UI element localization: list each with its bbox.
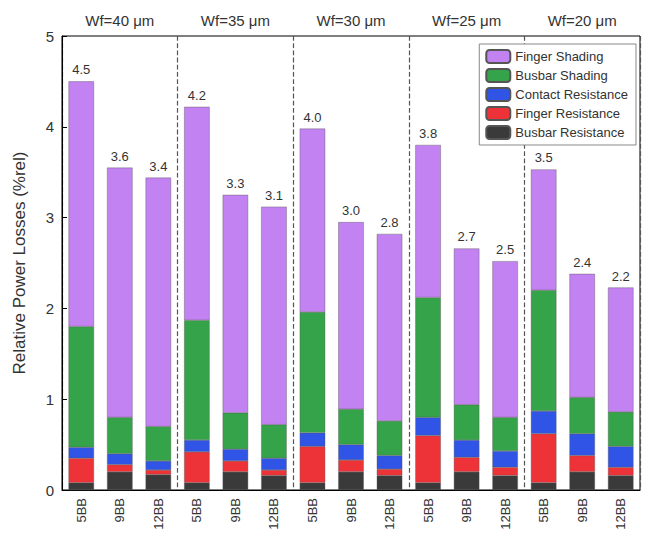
svg-text:3.1: 3.1	[265, 188, 283, 203]
svg-text:Wf=25 μm: Wf=25 μm	[432, 12, 501, 29]
svg-text:3.8: 3.8	[419, 126, 437, 141]
svg-text:5BB: 5BB	[189, 498, 204, 523]
svg-text:5BB: 5BB	[305, 498, 320, 523]
svg-text:Wf=30 μm: Wf=30 μm	[316, 12, 385, 29]
svg-text:4.2: 4.2	[188, 88, 206, 103]
svg-text:Busbar Resistance: Busbar Resistance	[515, 125, 624, 140]
svg-text:1: 1	[46, 391, 54, 408]
svg-text:Busbar Shading: Busbar Shading	[515, 68, 608, 83]
svg-text:5BB: 5BB	[421, 498, 436, 523]
svg-text:12BB: 12BB	[613, 498, 628, 530]
svg-text:5: 5	[46, 28, 54, 45]
svg-text:9BB: 9BB	[459, 498, 474, 523]
svg-text:4.0: 4.0	[303, 110, 321, 125]
svg-text:9BB: 9BB	[112, 498, 127, 523]
svg-text:5BB: 5BB	[536, 498, 551, 523]
svg-text:3.0: 3.0	[342, 203, 360, 218]
svg-text:2.5: 2.5	[496, 242, 514, 257]
svg-text:3.3: 3.3	[226, 176, 244, 191]
svg-text:Contact Resistance: Contact Resistance	[515, 87, 628, 102]
svg-text:2.8: 2.8	[380, 215, 398, 230]
svg-text:9BB: 9BB	[575, 498, 590, 523]
svg-text:Wf=20 μm: Wf=20 μm	[548, 12, 617, 29]
svg-text:4.5: 4.5	[72, 62, 90, 77]
svg-text:Finger Resistance: Finger Resistance	[515, 106, 620, 121]
svg-text:12BB: 12BB	[266, 498, 281, 530]
svg-text:12BB: 12BB	[498, 498, 513, 530]
svg-text:3.6: 3.6	[111, 149, 129, 164]
svg-text:2.2: 2.2	[612, 269, 630, 284]
svg-text:12BB: 12BB	[382, 498, 397, 530]
svg-text:3.4: 3.4	[149, 159, 167, 174]
svg-text:9BB: 9BB	[344, 498, 359, 523]
svg-text:9BB: 9BB	[228, 498, 243, 523]
svg-text:Wf=40 μm: Wf=40 μm	[85, 12, 154, 29]
svg-text:0: 0	[46, 482, 54, 499]
svg-text:5BB: 5BB	[74, 498, 89, 523]
svg-text:2.7: 2.7	[458, 229, 476, 244]
svg-text:Wf=35 μm: Wf=35 μm	[201, 12, 270, 29]
svg-text:3.5: 3.5	[535, 150, 553, 165]
svg-text:2: 2	[46, 300, 54, 317]
svg-text:12BB: 12BB	[151, 498, 166, 530]
svg-text:4: 4	[46, 118, 54, 135]
svg-text:3: 3	[46, 209, 54, 226]
svg-text:Finger Shading: Finger Shading	[515, 49, 603, 64]
svg-text:2.4: 2.4	[573, 255, 591, 270]
svg-text:Relative Power Losses (%rel): Relative Power Losses (%rel)	[10, 152, 29, 375]
